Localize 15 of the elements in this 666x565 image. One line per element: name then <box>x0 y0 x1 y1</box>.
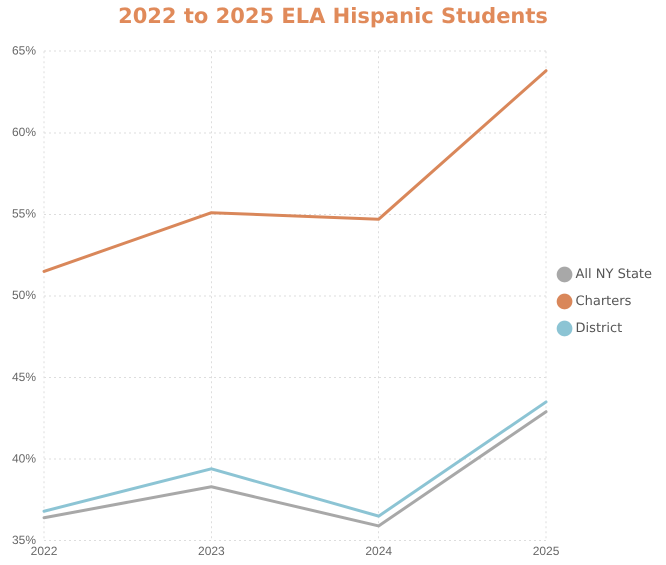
legend-label: Charters <box>576 294 632 309</box>
y-tick-label: 65% <box>12 44 36 58</box>
x-tick-label: 2025 <box>532 544 560 558</box>
y-tick-label: 45% <box>12 370 36 384</box>
y-tick-label: 35% <box>12 532 36 547</box>
y-tick-label: 60% <box>12 125 36 140</box>
legend-label: District <box>576 320 622 336</box>
y-tick-label: 55% <box>12 206 36 221</box>
x-tick-label: 2024 <box>365 544 392 558</box>
legend-label: All NY State <box>576 266 652 282</box>
x-tick-label: 2022 <box>30 544 58 558</box>
y-tick-label: 50% <box>12 288 36 302</box>
chart-title: 2022 to 2025 ELA Hispanic Students <box>117 4 549 28</box>
x-tick-label: 2023 <box>198 544 226 558</box>
y-tick-label: 40% <box>12 451 36 466</box>
